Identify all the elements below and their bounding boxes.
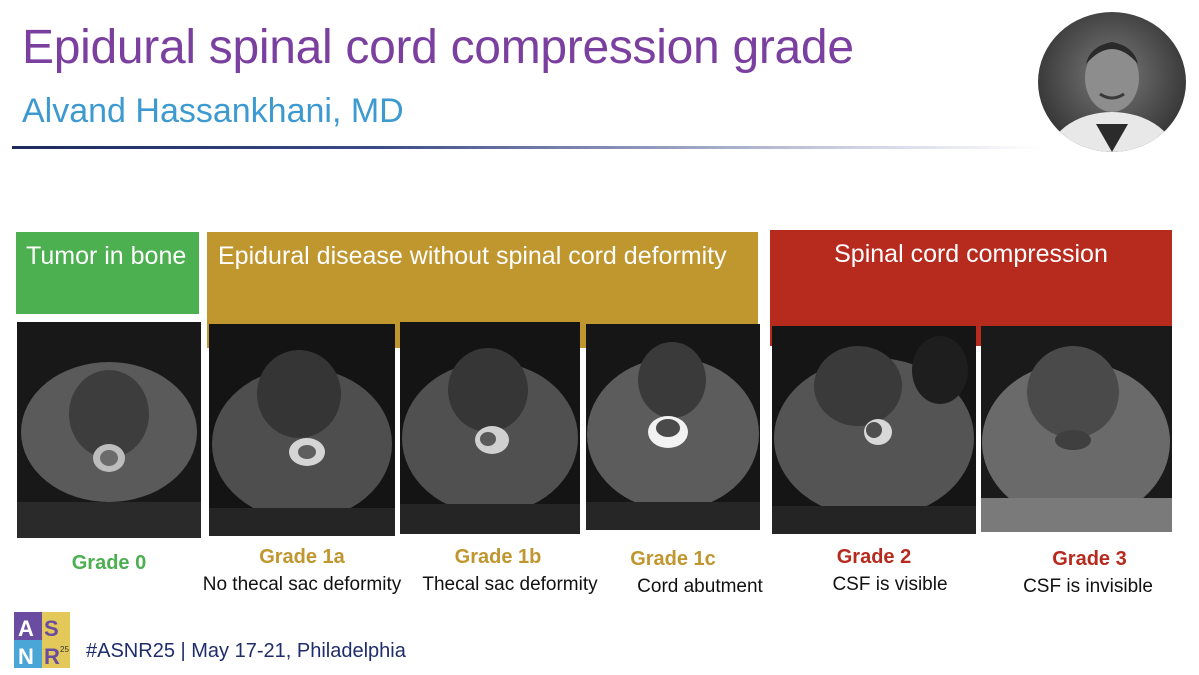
grade-description: Cord abutment [637, 576, 763, 597]
grade-description: No thecal sac deformity [202, 574, 402, 595]
mri-image-grade-3 [981, 326, 1172, 532]
asnr-logo: A S N R 25 [14, 612, 70, 669]
category-label: Spinal cord compression [834, 240, 1108, 268]
grade-label: Grade 1b [454, 546, 542, 568]
mri-image-grade-0 [17, 322, 201, 538]
svg-text:25: 25 [60, 645, 69, 654]
grade-description: Thecal sac deformity [422, 574, 598, 595]
grade-label: Grade 1a [259, 546, 345, 568]
mri-image-grade-2 [772, 326, 976, 534]
svg-text:S: S [44, 616, 59, 641]
svg-text:A: A [18, 616, 34, 641]
mri-image-grade-1c [586, 324, 760, 530]
category-label: Tumor in bone [26, 242, 187, 270]
svg-text:N: N [18, 644, 34, 668]
category-label: Epidural disease without spinal cord def… [218, 242, 727, 270]
grade-label: Grade 0 [71, 552, 147, 574]
svg-text:R: R [44, 644, 60, 668]
speaker-photo [1038, 12, 1186, 152]
grade-description: CSF is visible [832, 574, 948, 595]
mri-image-grade-1a [209, 324, 395, 536]
slide-title: Epidural spinal cord compression grade [22, 21, 854, 74]
title-divider [12, 146, 1042, 149]
category-tumor-in-bone: Tumor in bone [16, 232, 199, 314]
footer-text: #ASNR25 | May 17-21, Philadelphia [86, 640, 406, 662]
mri-image-grade-1b [400, 322, 580, 534]
grade-description: CSF is invisible [1023, 576, 1153, 597]
author-name: Alvand Hassankhani, MD [22, 92, 404, 130]
grade-label: Grade 2 [836, 546, 912, 568]
grade-label: Grade 3 [1052, 548, 1127, 570]
grade-label: Grade 1c [630, 548, 716, 570]
